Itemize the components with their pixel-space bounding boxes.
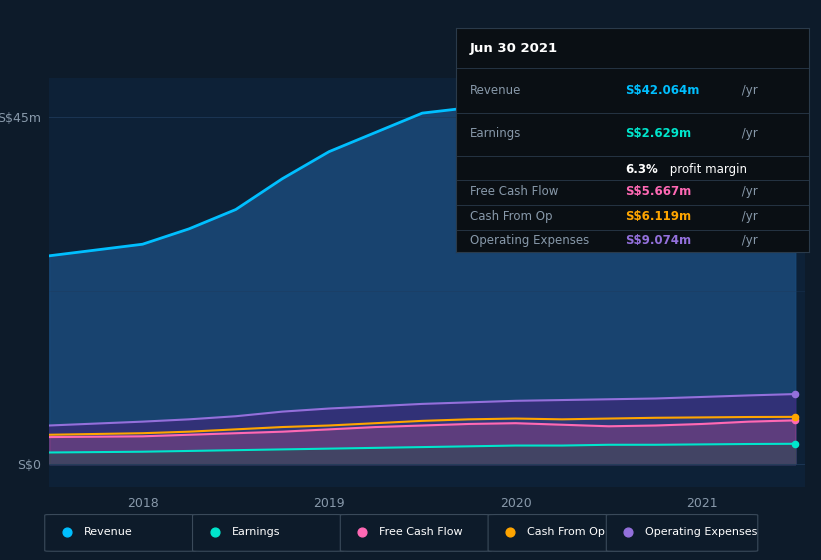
Text: /yr: /yr [738, 84, 758, 97]
Point [622, 528, 635, 536]
FancyBboxPatch shape [606, 515, 758, 551]
Point [504, 528, 517, 536]
Text: Cash From Op: Cash From Op [527, 527, 605, 537]
Text: Operating Expenses: Operating Expenses [645, 527, 758, 537]
Text: 6.3%: 6.3% [625, 162, 658, 176]
Text: Earnings: Earnings [470, 127, 521, 140]
Point [789, 136, 802, 144]
Text: /yr: /yr [738, 234, 758, 248]
Text: Earnings: Earnings [232, 527, 280, 537]
Text: Jun 30 2021: Jun 30 2021 [470, 41, 558, 55]
Point [209, 528, 222, 536]
Point [61, 528, 74, 536]
Point [789, 412, 802, 421]
FancyBboxPatch shape [192, 515, 344, 551]
Text: Revenue: Revenue [84, 527, 133, 537]
Text: S$42.064m: S$42.064m [625, 84, 699, 97]
Point [789, 390, 802, 399]
Text: S$2.629m: S$2.629m [625, 127, 691, 140]
Text: profit margin: profit margin [666, 162, 747, 176]
Text: Free Cash Flow: Free Cash Flow [379, 527, 463, 537]
Point [789, 416, 802, 425]
Text: S$6.119m: S$6.119m [625, 209, 691, 223]
Text: Operating Expenses: Operating Expenses [470, 234, 589, 248]
Text: /yr: /yr [738, 185, 758, 198]
Point [356, 528, 369, 536]
Text: S$5.667m: S$5.667m [625, 185, 691, 198]
Text: Revenue: Revenue [470, 84, 521, 97]
FancyBboxPatch shape [488, 515, 640, 551]
Text: /yr: /yr [738, 127, 758, 140]
Text: /yr: /yr [738, 209, 758, 223]
FancyBboxPatch shape [340, 515, 492, 551]
Text: Cash From Op: Cash From Op [470, 209, 553, 223]
Text: Free Cash Flow: Free Cash Flow [470, 185, 558, 198]
Point [789, 439, 802, 448]
Text: S$9.074m: S$9.074m [625, 234, 691, 248]
FancyBboxPatch shape [45, 515, 196, 551]
